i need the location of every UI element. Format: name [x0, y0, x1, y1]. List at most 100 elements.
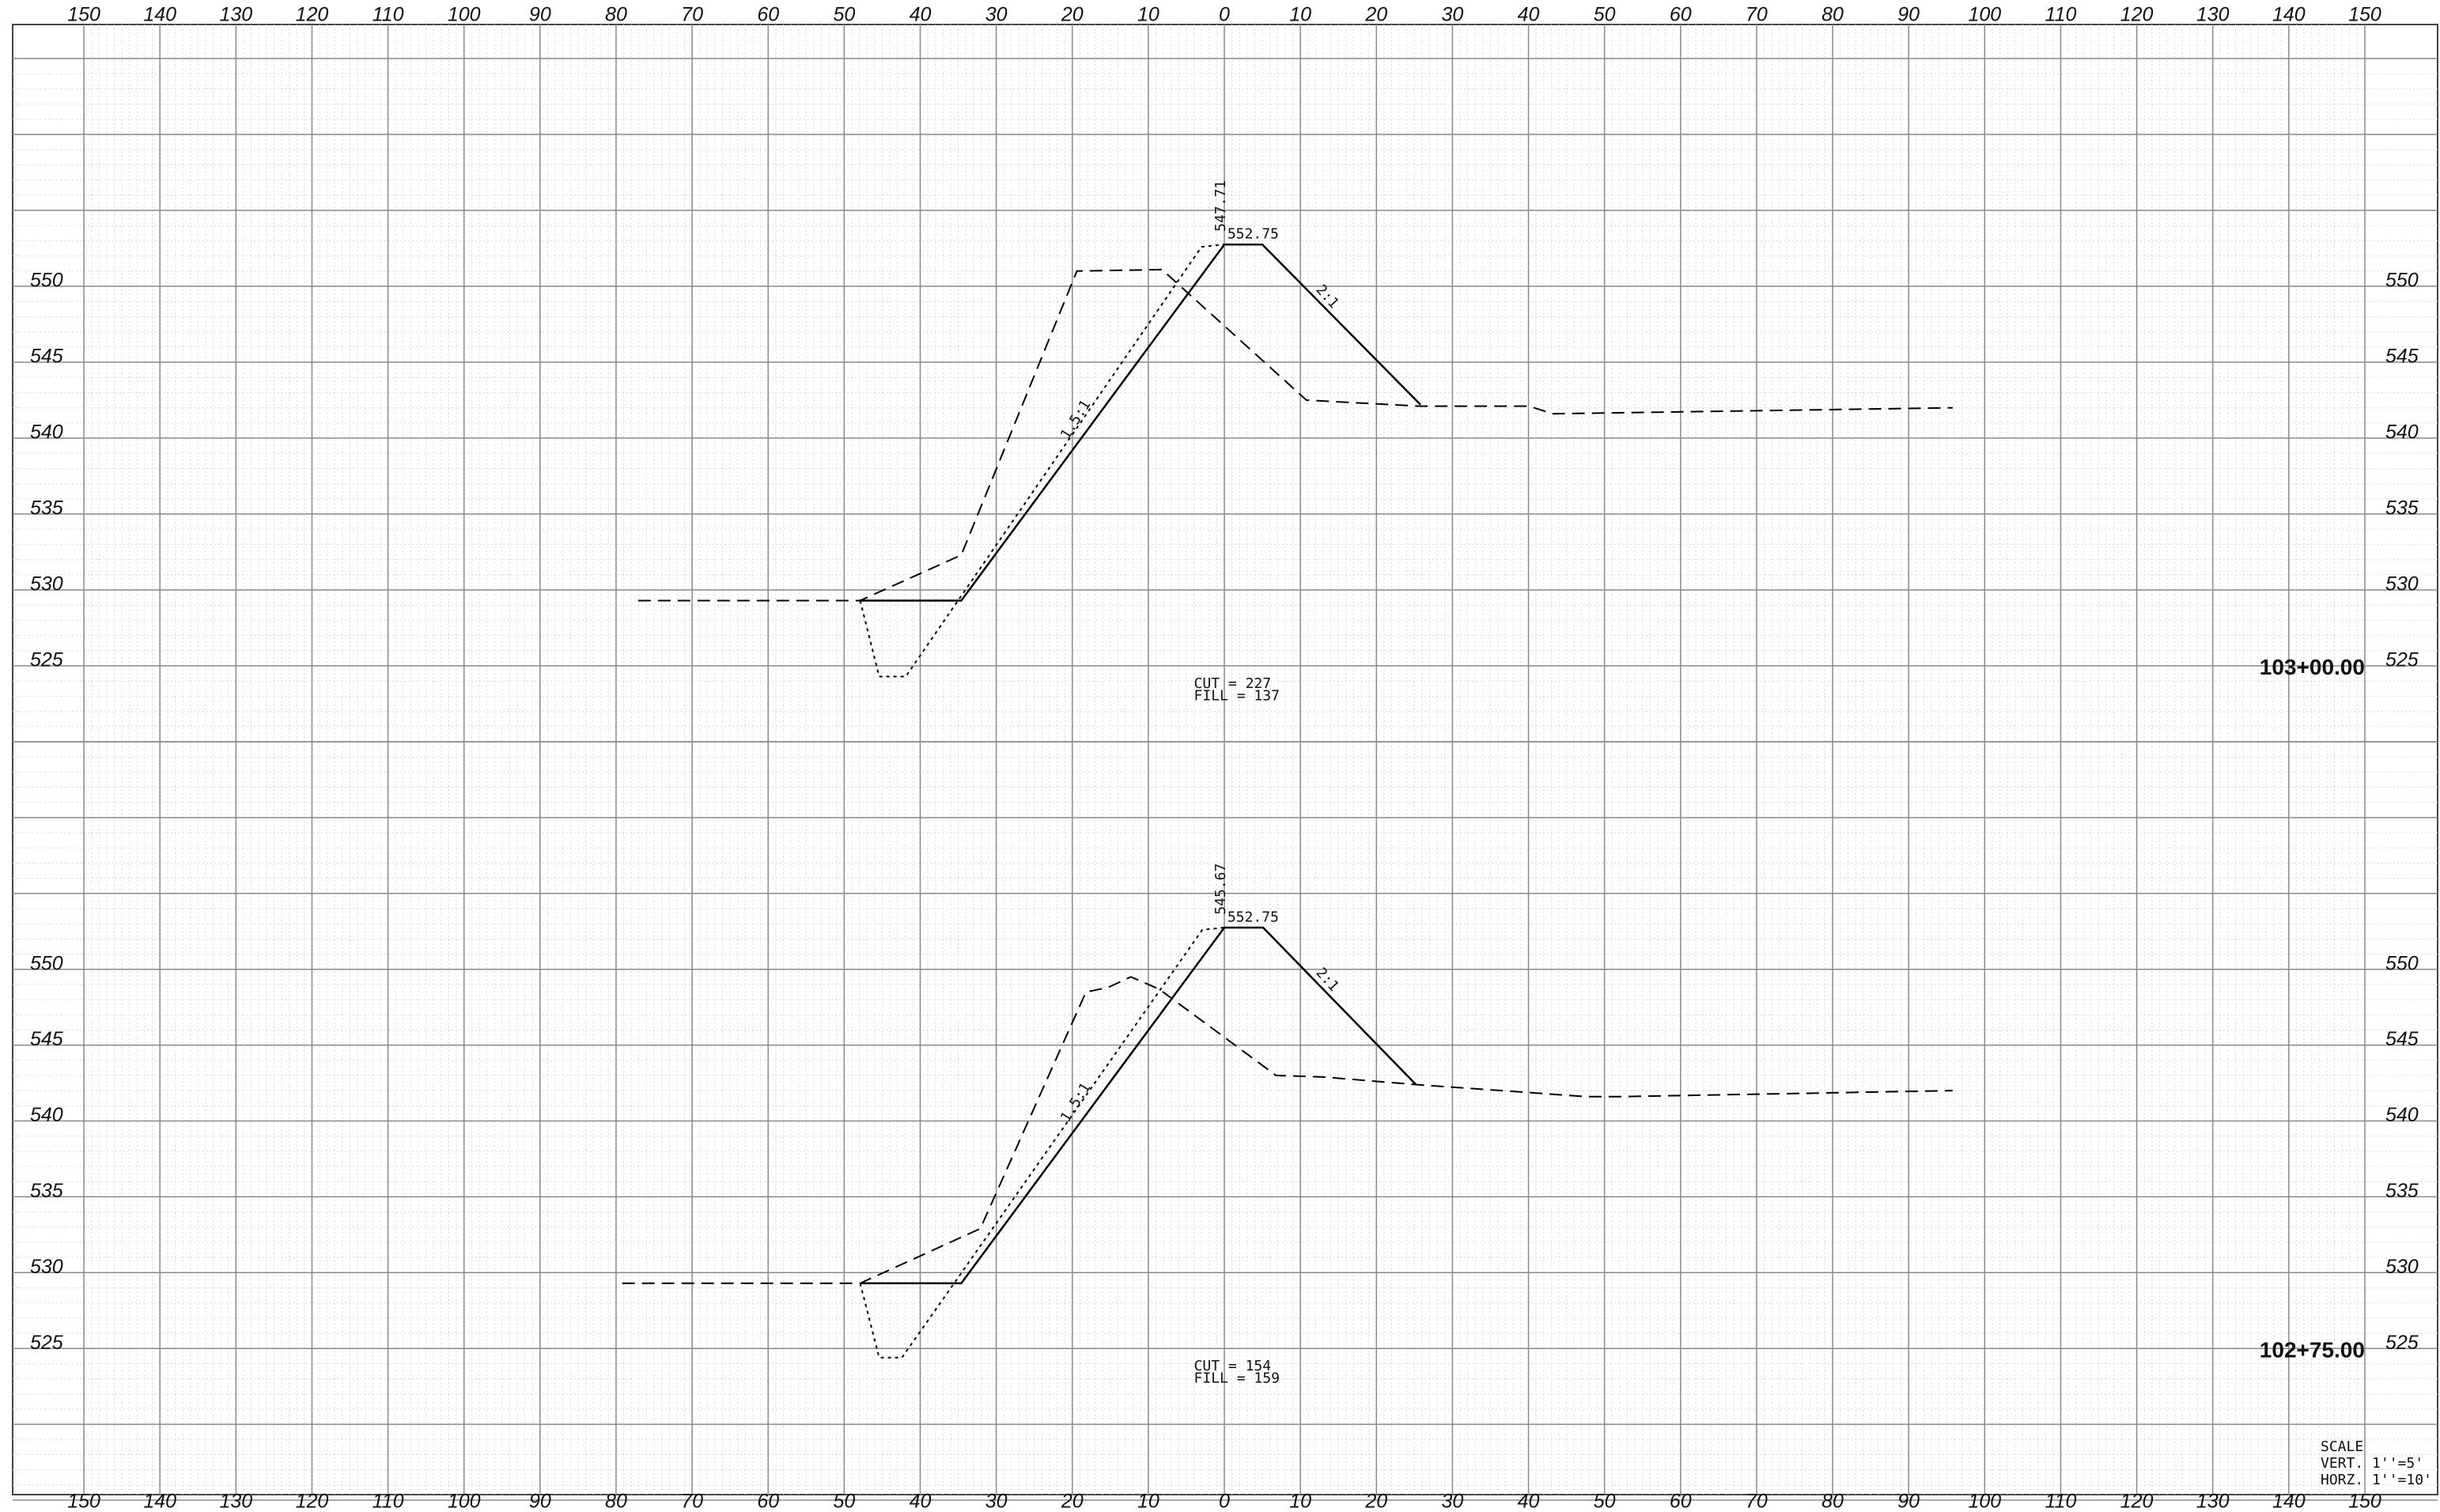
x-tick-label: 130 [219, 4, 252, 26]
x-tick-label: 140 [2272, 1491, 2306, 1512]
x-tick-label: 100 [448, 4, 481, 26]
x-tick-label: 90 [1897, 1491, 1920, 1512]
annotation: 1.5:1 [1057, 397, 1095, 442]
x-tick-label: 120 [296, 1491, 329, 1512]
x-tick-label: 90 [529, 4, 551, 26]
x-tick-label: 150 [67, 1491, 100, 1512]
y-tick-label-right: 540 [2385, 421, 2419, 444]
section-line [859, 244, 1225, 678]
y-tick-label-right: 535 [2385, 1180, 2419, 1202]
fill-label: FILL = 137 [1194, 687, 1280, 704]
y-tick-label: 540 [30, 421, 63, 444]
x-tick-label: 140 [2272, 4, 2306, 26]
annotation: 1.5:1 [1057, 1080, 1095, 1125]
y-tick-label: 530 [30, 1256, 63, 1278]
section-line [860, 926, 1417, 1284]
x-tick-label: 10 [1137, 4, 1159, 26]
annotation: 545.67 [1212, 864, 1229, 915]
x-tick-label: 30 [985, 4, 1008, 26]
x-tick-label: 70 [681, 4, 703, 26]
x-tick-label: 20 [1061, 4, 1084, 26]
y-tick-label-right: 525 [2385, 649, 2419, 671]
y-tick-label-right: 535 [2385, 497, 2419, 520]
x-tick-label: 30 [1441, 1491, 1463, 1512]
x-tick-label: 80 [1821, 4, 1844, 26]
x-tick-label: 100 [448, 1491, 481, 1512]
y-tick-label: 525 [30, 1332, 63, 1354]
y-tick-label-right: 550 [2385, 270, 2419, 292]
x-tick-label: 60 [1670, 4, 1692, 26]
x-tick-label: 130 [2196, 4, 2230, 26]
section-line [859, 926, 1225, 1359]
annotation: 552.75 [1228, 226, 1279, 243]
cut-label: CUT = 227 [1194, 675, 1272, 692]
annotation: 552.75 [1228, 909, 1279, 925]
y-tick-label: 545 [30, 346, 63, 368]
x-tick-label: 20 [1061, 1491, 1084, 1512]
x-tick-label: 80 [605, 1491, 627, 1512]
y-tick-label: 550 [30, 952, 63, 974]
x-tick-label: 50 [1594, 1491, 1616, 1512]
x-tick-label: 110 [2045, 1491, 2077, 1512]
x-tick-label: 80 [605, 4, 627, 26]
y-tick-label-right: 525 [2385, 1332, 2419, 1354]
x-tick-label: 130 [2196, 1491, 2230, 1512]
x-tick-label: 150 [2348, 4, 2381, 26]
x-tick-label: 140 [143, 1491, 176, 1512]
x-tick-label: 80 [1821, 1491, 1844, 1512]
x-tick-label: 70 [1746, 1491, 1768, 1512]
x-tick-label: 120 [296, 4, 329, 26]
y-tick-label-right: 530 [2385, 573, 2419, 595]
x-tick-label: 120 [2120, 1491, 2154, 1512]
x-tick-label: 110 [373, 4, 404, 26]
x-tick-label: 20 [1364, 4, 1387, 26]
frame [12, 24, 2438, 1495]
y-tick-label-right: 545 [2385, 346, 2419, 368]
x-tick-label: 60 [757, 1491, 779, 1512]
y-tick-label-right: 545 [2385, 1028, 2419, 1050]
x-tick-label: 0 [1219, 1491, 1230, 1512]
x-tick-label: 70 [681, 1491, 703, 1512]
scale-vert: VERT. 1''=5' [2321, 1455, 2423, 1472]
fill-label: FILL = 159 [1194, 1370, 1280, 1387]
x-tick-label: 10 [1137, 1491, 1159, 1512]
y-tick-label-right: 530 [2385, 1256, 2419, 1278]
scale-horz: HORZ. 1''=10' [2321, 1472, 2432, 1488]
x-tick-label: 100 [1968, 1491, 2001, 1512]
x-tick-label: 40 [1518, 1491, 1540, 1512]
station-label: 103+00.00 [2260, 655, 2365, 679]
cut-label: CUT = 154 [1194, 1358, 1272, 1374]
x-tick-label: 120 [2120, 4, 2154, 26]
y-tick-label: 545 [30, 1028, 63, 1050]
x-tick-label: 60 [757, 4, 779, 26]
x-tick-label: 70 [1746, 4, 1768, 26]
x-tick-label: 0 [1219, 4, 1230, 26]
y-tick-label-right: 550 [2385, 952, 2419, 974]
x-tick-label: 20 [1364, 1491, 1387, 1512]
y-tick-label: 540 [30, 1104, 63, 1126]
x-tick-label: 150 [2348, 1491, 2381, 1512]
x-tick-label: 40 [910, 4, 932, 26]
x-tick-label: 50 [833, 4, 855, 26]
y-tick-label: 525 [30, 649, 63, 671]
minor-grid [13, 25, 2438, 1501]
x-tick-label: 30 [985, 1491, 1008, 1512]
x-tick-label: 90 [529, 1491, 551, 1512]
x-tick-label: 130 [219, 1491, 252, 1512]
x-tick-label: 110 [373, 1491, 404, 1512]
station-label: 102+75.00 [2260, 1337, 2365, 1362]
x-tick-label: 60 [1670, 1491, 1692, 1512]
x-tick-label: 90 [1897, 4, 1920, 26]
x-tick-label: 40 [1518, 4, 1540, 26]
annotation: 547.71 [1212, 180, 1229, 232]
x-tick-label: 100 [1968, 4, 2001, 26]
x-tick-label: 40 [910, 1491, 932, 1512]
x-tick-label: 50 [1594, 4, 1616, 26]
x-tick-label: 50 [833, 1491, 855, 1512]
y-tick-label: 530 [30, 573, 63, 595]
x-tick-label: 140 [143, 4, 176, 26]
y-tick-label: 535 [30, 1180, 63, 1202]
y-tick-label: 535 [30, 497, 63, 520]
x-tick-label: 30 [1441, 4, 1463, 26]
